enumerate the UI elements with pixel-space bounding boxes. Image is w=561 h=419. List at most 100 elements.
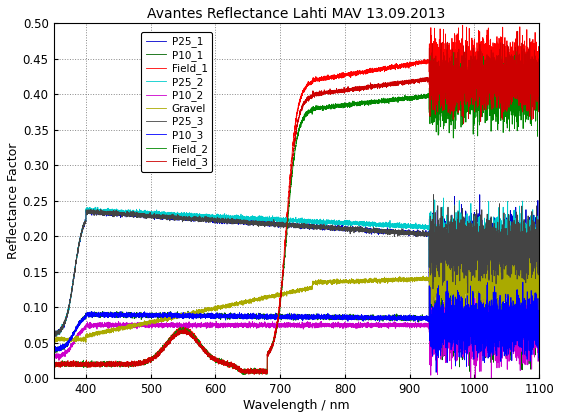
Field_3 [251,372,257,377]
P25_2 [536,264,542,269]
P10_3 [154,314,161,319]
Gravel [433,274,439,279]
P10_3 [364,316,370,321]
Field_2 [536,103,542,109]
Gravel [149,318,156,323]
Field_1 [149,358,156,363]
P25_2 [50,334,57,339]
P25_2 [433,242,439,247]
P25_1 [364,227,370,232]
Field_2 [240,372,247,377]
Field_1 [154,351,161,356]
Field_2 [232,365,239,370]
P10_3 [433,370,439,375]
P10_1 [154,313,161,318]
P25_1 [149,213,156,218]
Line: P10_3: P10_3 [54,281,539,372]
Field_3 [514,29,521,34]
P10_2 [536,315,542,320]
P25_3 [364,227,370,232]
P10_2 [50,356,57,361]
P25_3 [232,220,239,225]
P25_3 [149,213,156,218]
Field_3 [433,91,439,96]
Field_3 [364,86,370,91]
P10_2 [232,322,239,327]
P25_1 [534,230,541,235]
P25_1 [433,248,439,253]
P25_2 [50,333,57,338]
Line: Field_2: Field_2 [54,52,539,375]
Field_3 [232,362,239,367]
Gravel [50,338,57,343]
P10_1 [466,369,473,374]
P25_1 [154,215,161,220]
X-axis label: Wavelength / nm: Wavelength / nm [243,399,350,412]
P10_3 [149,315,156,320]
Gravel [466,237,472,242]
Line: P25_3: P25_3 [54,194,539,338]
P10_3 [534,326,541,331]
P25_3 [536,249,542,254]
P10_3 [50,345,57,350]
Gravel [536,292,542,297]
Field_1 [50,363,57,368]
P10_2 [467,376,474,381]
P10_1 [536,294,542,299]
P10_3 [433,337,439,342]
Field_2 [364,100,370,105]
Gravel [154,317,161,322]
Line: Gravel: Gravel [54,239,539,342]
Field_3 [154,353,161,358]
P10_3 [444,278,450,283]
Legend: P25_1, P10_1, Field_1, P25_2, P10_2, Gravel, P25_3, P10_3, Field_2, Field_3: P25_1, P10_1, Field_1, P25_2, P10_2, Gra… [141,32,211,172]
P10_3 [232,313,239,318]
P25_3 [50,331,57,336]
Y-axis label: Reflectance Factor: Reflectance Factor [7,143,20,259]
P25_2 [364,221,370,226]
P25_3 [50,336,57,341]
Line: P10_2: P10_2 [54,282,539,378]
Field_1 [534,69,541,74]
P10_1 [232,316,239,321]
P10_2 [433,309,439,314]
Field_3 [50,364,57,369]
P25_2 [149,212,156,217]
Field_2 [154,352,161,357]
P10_1 [433,326,439,331]
Line: P25_1: P25_1 [54,195,539,336]
P25_3 [430,192,437,197]
Field_2 [149,357,156,362]
Field_1 [459,23,466,28]
P10_1 [364,316,370,321]
P10_2 [469,279,476,284]
Gravel [534,297,541,302]
Field_1 [433,59,439,65]
P25_2 [232,215,239,220]
Line: Field_1: Field_1 [54,25,539,374]
P25_1 [232,218,239,223]
Field_1 [364,70,370,75]
Field_3 [536,73,542,78]
Field_2 [50,362,57,367]
Field_1 [536,62,542,67]
P25_1 [50,331,57,336]
Gravel [364,278,370,283]
P25_3 [534,271,541,276]
Title: Avantes Reflectance Lahti MAV 13.09.2013: Avantes Reflectance Lahti MAV 13.09.2013 [147,7,445,21]
Field_2 [534,98,541,103]
P25_1 [476,192,483,197]
P10_2 [154,323,161,328]
P10_1 [461,274,468,279]
Field_1 [259,372,266,377]
Gravel [82,340,89,345]
P25_2 [154,210,161,215]
Line: P25_2: P25_2 [54,198,539,336]
Gravel [232,303,239,308]
P25_1 [52,334,58,339]
Field_3 [534,80,541,85]
Line: Field_3: Field_3 [54,31,539,375]
P10_2 [534,315,541,320]
P10_3 [536,326,542,331]
Field_2 [512,49,519,54]
